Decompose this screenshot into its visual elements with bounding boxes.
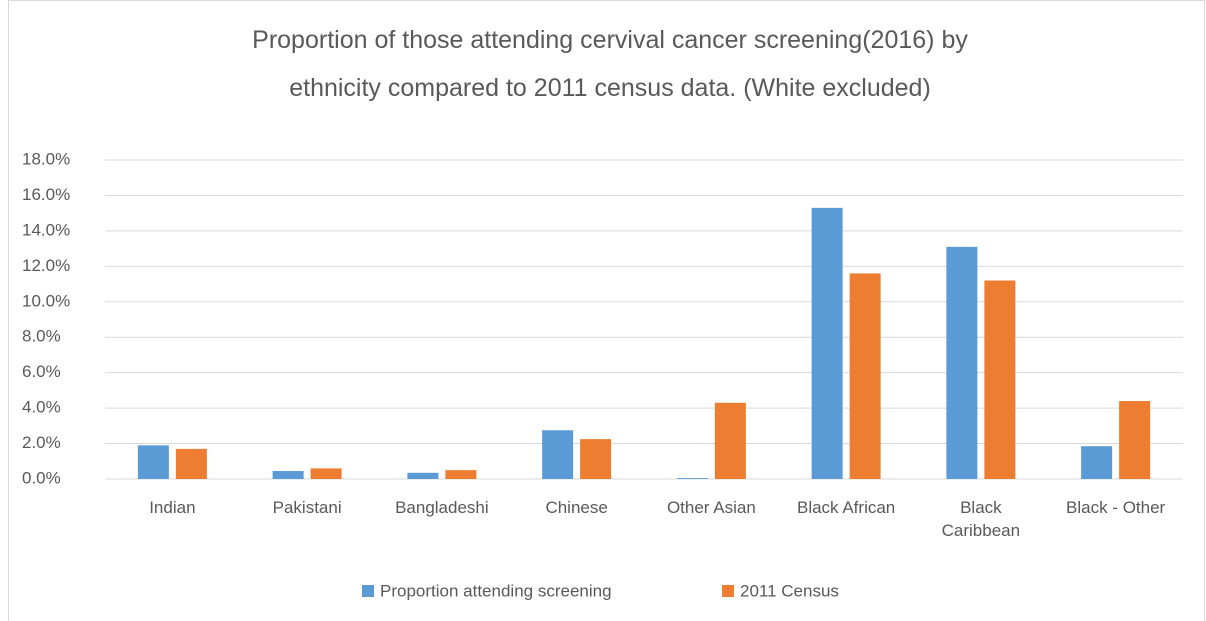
bar (1081, 446, 1113, 479)
x-tick-label: Other Asian (666, 498, 756, 517)
y-tick-label: 18.0% (22, 149, 70, 168)
y-tick-label: 4.0% (22, 398, 61, 417)
bar (175, 448, 207, 479)
x-tick-label: Indian (149, 498, 196, 517)
bar (310, 468, 342, 479)
x-tick-label: Bangladeshi (395, 498, 489, 517)
bar (849, 273, 881, 479)
x-tick-label: Pakistani (272, 498, 342, 517)
y-tick-label: 14.0% (22, 220, 70, 239)
bar (272, 471, 304, 479)
legend-label: 2011 Census (740, 581, 839, 600)
y-tick-label: 12.0% (22, 256, 70, 275)
x-tick-label: Black African (796, 498, 896, 517)
chart-border (8, 0, 1205, 621)
y-tick-label: 0.0% (22, 468, 61, 487)
x-tick-label: Chinese (545, 498, 608, 517)
bar (984, 280, 1016, 479)
bar (714, 402, 746, 479)
bar (137, 445, 169, 479)
y-tick-label: 16.0% (22, 185, 70, 204)
bar (580, 439, 612, 479)
bar (542, 430, 574, 479)
y-tick-label: 10.0% (22, 291, 70, 310)
x-tick-label: Black Caribbean (941, 498, 1021, 540)
bar (946, 246, 978, 479)
y-tick-label: 2.0% (22, 433, 61, 452)
chart-title: Proportion of those attending cervival c… (252, 26, 968, 102)
legend-label: Proportion attending screening (380, 581, 612, 600)
bar (445, 470, 477, 479)
y-tick-label: 6.0% (22, 362, 61, 381)
bar (676, 478, 708, 479)
legend-swatch (722, 585, 734, 597)
x-tick-label: Black - Other (1066, 498, 1166, 517)
bar (811, 207, 843, 479)
y-tick-label: 8.0% (22, 327, 61, 346)
bar (407, 472, 439, 479)
legend-swatch (362, 585, 374, 597)
bar (1119, 401, 1151, 479)
